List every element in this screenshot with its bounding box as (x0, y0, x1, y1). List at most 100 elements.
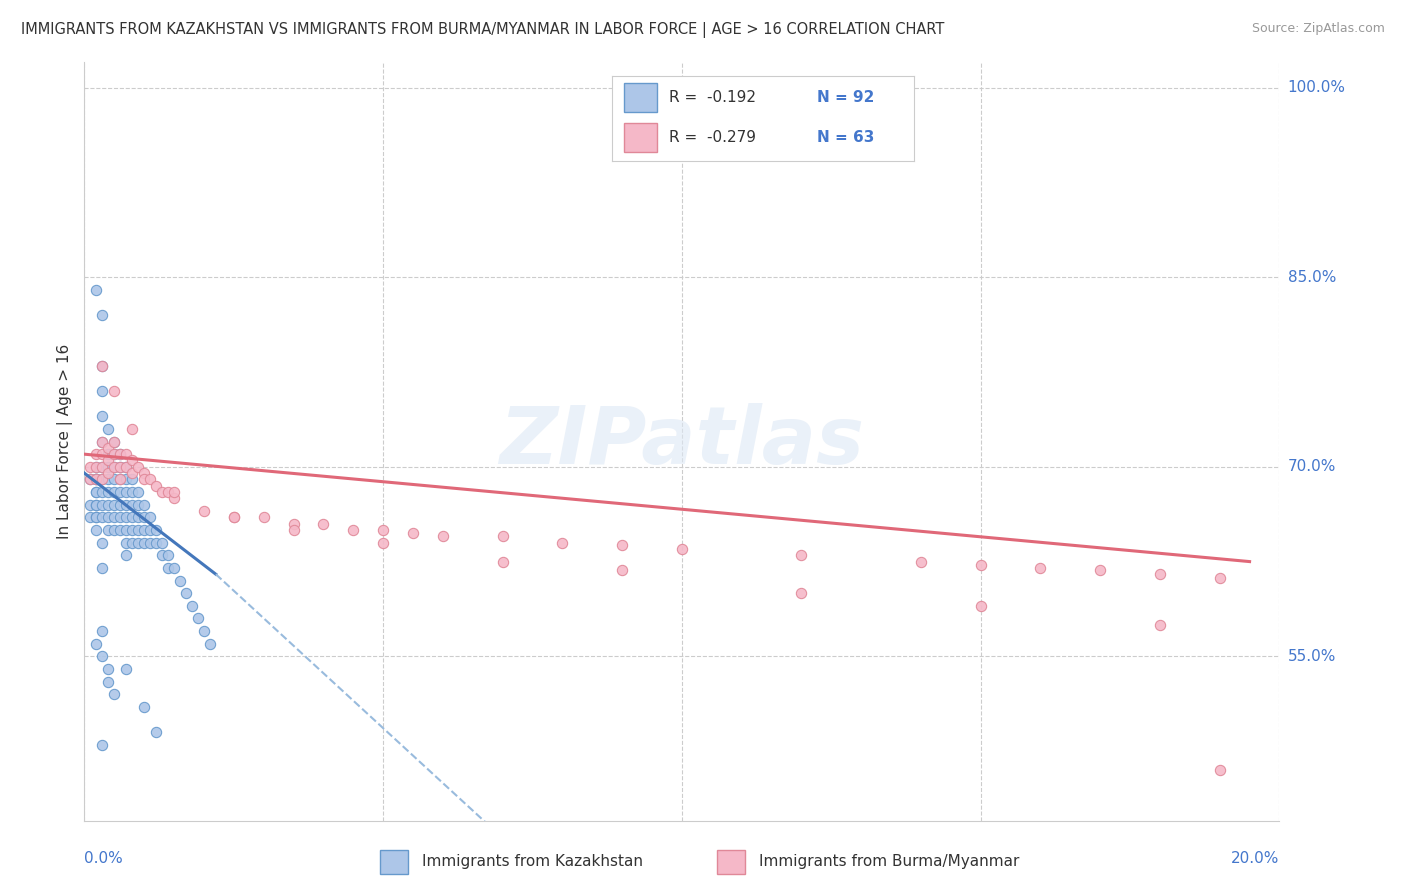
Point (132, 699, 156, 714)
Point (115, 523, 138, 537)
Text: 100.0%: 100.0% (1288, 80, 1346, 95)
Point (132, 523, 156, 537)
Text: Immigrants from Kazakhstan: Immigrants from Kazakhstan (422, 855, 643, 869)
Point (127, 510, 149, 524)
Text: 55.0%: 55.0% (1288, 648, 1336, 664)
Point (97, 422, 120, 436)
Point (91, 624, 114, 639)
Point (115, 459, 138, 474)
Point (79, 498, 101, 512)
Point (115, 485, 138, 500)
Point (97, 466, 120, 480)
Point (86, 459, 108, 474)
Point (342, 523, 364, 537)
Point (127, 498, 149, 512)
Point (86, 485, 108, 500)
Point (174, 586, 197, 600)
Bar (624, 84, 657, 112)
Point (91, 434, 114, 449)
Text: ZIPatlas: ZIPatlas (499, 402, 865, 481)
Point (91, 498, 114, 512)
Point (115, 498, 138, 512)
Point (97, 498, 120, 512)
Point (103, 447, 125, 461)
Point (86, 498, 108, 512)
Point (139, 473, 162, 487)
Point (402, 525, 425, 540)
Point (283, 516, 305, 531)
Point (150, 548, 173, 563)
Text: Immigrants from Burma/Myanmar: Immigrants from Burma/Myanmar (759, 855, 1019, 869)
Point (86, 447, 108, 461)
Point (86, 459, 108, 474)
Point (222, 510, 245, 524)
Point (127, 523, 149, 537)
Point (671, 541, 693, 556)
Point (163, 491, 186, 506)
Point (150, 485, 173, 500)
Point (127, 485, 149, 500)
Point (86, 485, 108, 500)
Point (103, 447, 125, 461)
Text: 0.0%: 0.0% (84, 851, 124, 866)
Text: IMMIGRANTS FROM KAZAKHSTAN VS IMMIGRANTS FROM BURMA/MYANMAR IN LABOR FORCE | AGE: IMMIGRANTS FROM KAZAKHSTAN VS IMMIGRANTS… (21, 22, 945, 38)
Point (790, 548, 813, 563)
Point (115, 473, 138, 487)
Point (91, 485, 114, 500)
Point (110, 447, 132, 461)
Point (110, 459, 132, 474)
Point (115, 535, 138, 549)
Point (127, 459, 149, 474)
Point (110, 473, 132, 487)
Point (139, 523, 162, 537)
Point (193, 504, 215, 518)
Y-axis label: In Labor Force | Age > 16: In Labor Force | Age > 16 (58, 344, 73, 539)
Text: N = 63: N = 63 (817, 130, 875, 145)
Point (110, 473, 132, 487)
Point (103, 384, 125, 398)
Point (86, 510, 108, 524)
Point (1149, 567, 1171, 582)
Point (91, 384, 114, 398)
Point (103, 687, 125, 701)
Point (86, 510, 108, 524)
Text: R =  -0.279: R = -0.279 (669, 130, 756, 145)
Point (91, 510, 114, 524)
Point (127, 535, 149, 549)
Point (79, 473, 101, 487)
Point (132, 466, 156, 480)
Point (132, 473, 156, 487)
Point (1029, 561, 1052, 575)
Point (97, 510, 120, 524)
Point (110, 447, 132, 461)
Point (373, 535, 395, 549)
Point (145, 479, 167, 493)
Point (110, 523, 132, 537)
Point (91, 738, 114, 752)
Point (103, 523, 125, 537)
Point (283, 523, 305, 537)
Point (612, 538, 634, 552)
Point (97, 441, 120, 455)
Point (970, 599, 993, 613)
Point (187, 611, 209, 625)
Text: R =  -0.192: R = -0.192 (669, 90, 756, 105)
Point (79, 510, 101, 524)
Point (121, 485, 143, 500)
Point (115, 510, 138, 524)
Point (97, 459, 120, 474)
Point (432, 529, 454, 543)
Point (103, 473, 125, 487)
Point (115, 447, 138, 461)
Point (110, 510, 132, 524)
Point (139, 535, 162, 549)
Point (1149, 617, 1171, 632)
Point (103, 485, 125, 500)
Point (612, 564, 634, 578)
Point (97, 485, 120, 500)
Point (115, 662, 138, 676)
Point (103, 510, 125, 524)
Point (79, 459, 101, 474)
Point (121, 466, 143, 480)
Point (492, 529, 515, 543)
